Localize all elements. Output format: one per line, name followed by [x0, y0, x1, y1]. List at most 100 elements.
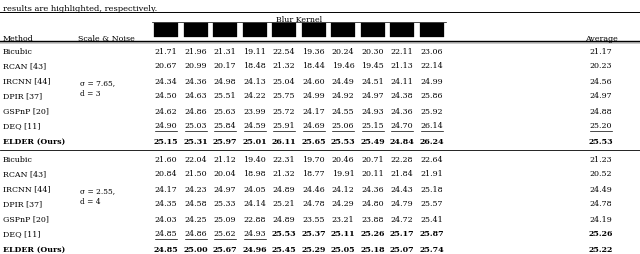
FancyBboxPatch shape: [272, 23, 296, 37]
Text: 25.29: 25.29: [301, 246, 326, 253]
Text: 24.85: 24.85: [155, 230, 177, 239]
Text: 20.23: 20.23: [589, 62, 612, 71]
Text: Bicubic: Bicubic: [3, 47, 33, 56]
Text: 20.52: 20.52: [589, 170, 612, 179]
Text: 24.14: 24.14: [243, 200, 266, 209]
Text: 20.99: 20.99: [184, 62, 207, 71]
Text: 24.99: 24.99: [302, 92, 325, 101]
Text: 25.04: 25.04: [273, 77, 295, 86]
Text: 24.38: 24.38: [390, 92, 413, 101]
FancyBboxPatch shape: [301, 23, 326, 37]
Text: 25.17: 25.17: [390, 230, 414, 239]
Text: Bicubic: Bicubic: [3, 155, 33, 164]
Text: DEQ [11]: DEQ [11]: [3, 230, 40, 239]
Text: DPIR [37]: DPIR [37]: [3, 200, 42, 209]
Text: 24.78: 24.78: [589, 200, 612, 209]
Text: 22.04: 22.04: [184, 155, 207, 164]
Text: RCAN [43]: RCAN [43]: [3, 170, 46, 179]
Text: 24.88: 24.88: [589, 107, 612, 116]
Text: 25.20: 25.20: [589, 122, 612, 131]
Text: 19.91: 19.91: [332, 170, 355, 179]
Text: 25.45: 25.45: [271, 246, 296, 253]
Text: 25.15: 25.15: [154, 137, 179, 146]
Text: 24.12: 24.12: [332, 185, 355, 194]
Text: ELDER (Ours): ELDER (Ours): [3, 246, 65, 253]
Text: 25.74: 25.74: [419, 246, 444, 253]
Text: 21.91: 21.91: [420, 170, 443, 179]
Text: 25.92: 25.92: [420, 107, 443, 116]
Text: 24.50: 24.50: [155, 92, 177, 101]
Text: 23.55: 23.55: [302, 215, 324, 224]
Text: 23.21: 23.21: [332, 215, 355, 224]
Text: GSPnP [20]: GSPnP [20]: [3, 215, 49, 224]
Text: 25.18: 25.18: [360, 246, 385, 253]
Text: 24.17: 24.17: [302, 107, 325, 116]
Text: 21.96: 21.96: [184, 47, 207, 56]
Text: 19.40: 19.40: [243, 155, 266, 164]
Text: 24.84: 24.84: [390, 137, 415, 146]
Text: 25.97: 25.97: [212, 137, 237, 146]
FancyBboxPatch shape: [213, 23, 237, 37]
Text: 22.14: 22.14: [420, 62, 443, 71]
Text: 24.86: 24.86: [184, 107, 207, 116]
Text: 25.09: 25.09: [214, 215, 236, 224]
Text: 25.62: 25.62: [214, 230, 236, 239]
Text: 19.46: 19.46: [332, 62, 355, 71]
Text: 20.17: 20.17: [214, 62, 236, 71]
Text: 25.57: 25.57: [420, 200, 443, 209]
Text: 24.55: 24.55: [332, 107, 355, 116]
Text: 20.04: 20.04: [214, 170, 236, 179]
Text: 25.26: 25.26: [589, 230, 613, 239]
Text: 24.49: 24.49: [589, 185, 612, 194]
Text: 25.15: 25.15: [361, 122, 384, 131]
Text: 21.32: 21.32: [273, 170, 295, 179]
Text: 25.51: 25.51: [214, 92, 236, 101]
Text: 25.18: 25.18: [420, 185, 443, 194]
Text: 21.31: 21.31: [214, 47, 236, 56]
Text: 26.11: 26.11: [272, 137, 296, 146]
Text: 21.12: 21.12: [214, 155, 236, 164]
Text: 24.93: 24.93: [243, 230, 266, 239]
Text: 25.63: 25.63: [214, 107, 236, 116]
Text: 24.86: 24.86: [184, 230, 207, 239]
Text: 24.79: 24.79: [390, 200, 413, 209]
FancyBboxPatch shape: [243, 23, 266, 37]
Text: 22.31: 22.31: [273, 155, 295, 164]
Text: 19.70: 19.70: [302, 155, 325, 164]
Text: σ = 7.65,
d = 3: σ = 7.65, d = 3: [80, 80, 115, 99]
Text: 24.59: 24.59: [243, 122, 266, 131]
Text: 24.80: 24.80: [361, 200, 384, 209]
Text: 21.23: 21.23: [589, 155, 612, 164]
Text: 25.53: 25.53: [589, 137, 613, 146]
FancyBboxPatch shape: [154, 23, 178, 37]
Text: 19.45: 19.45: [361, 62, 384, 71]
Text: 24.29: 24.29: [332, 200, 355, 209]
Text: 18.98: 18.98: [243, 170, 266, 179]
Text: 25.72: 25.72: [273, 107, 295, 116]
FancyBboxPatch shape: [184, 23, 207, 37]
Text: 25.87: 25.87: [419, 230, 444, 239]
Text: 25.91: 25.91: [273, 122, 295, 131]
Text: 24.36: 24.36: [184, 77, 207, 86]
Text: 24.22: 24.22: [243, 92, 266, 101]
Text: 25.05: 25.05: [331, 246, 355, 253]
FancyBboxPatch shape: [331, 23, 355, 37]
Text: 24.78: 24.78: [302, 200, 325, 209]
Text: 20.84: 20.84: [155, 170, 177, 179]
Text: 24.89: 24.89: [273, 185, 295, 194]
Text: 24.96: 24.96: [242, 246, 267, 253]
Text: 26.24: 26.24: [419, 137, 444, 146]
Text: 24.46: 24.46: [302, 185, 325, 194]
Text: 24.93: 24.93: [361, 107, 384, 116]
Text: 25.53: 25.53: [272, 230, 296, 239]
Text: 24.97: 24.97: [589, 92, 612, 101]
Text: 24.99: 24.99: [420, 77, 443, 86]
Text: 20.67: 20.67: [155, 62, 177, 71]
Text: 21.84: 21.84: [390, 170, 413, 179]
Text: 24.92: 24.92: [332, 92, 355, 101]
Text: 18.77: 18.77: [302, 170, 325, 179]
Text: 24.43: 24.43: [390, 185, 413, 194]
Text: 25.00: 25.00: [183, 246, 208, 253]
Text: 24.97: 24.97: [361, 92, 384, 101]
Text: 21.17: 21.17: [589, 47, 612, 56]
